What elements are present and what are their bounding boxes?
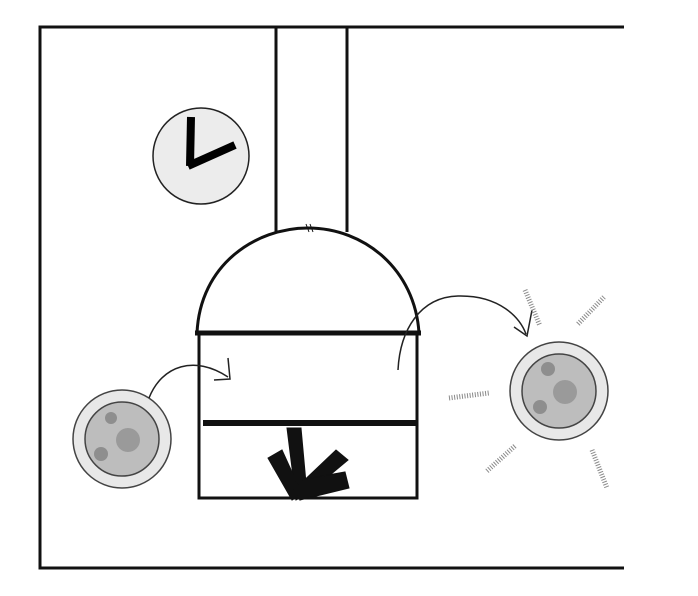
nucleus xyxy=(553,380,577,404)
output-arrow xyxy=(397,295,533,371)
fiber xyxy=(522,289,543,327)
granule xyxy=(94,447,108,461)
down-arrow-icon xyxy=(267,427,350,501)
granule xyxy=(533,400,547,414)
dome-seam-mark xyxy=(305,223,314,233)
granule xyxy=(105,412,117,424)
fiber xyxy=(576,294,607,326)
input-arrow xyxy=(148,357,231,399)
outer-frame xyxy=(38,25,624,570)
chamber-dome xyxy=(195,226,421,334)
nucleus xyxy=(116,428,140,452)
granule xyxy=(541,362,555,376)
fiber xyxy=(448,390,490,401)
fiber xyxy=(485,443,518,473)
fiber xyxy=(589,449,610,489)
chamber-body xyxy=(197,331,419,500)
clock-icon xyxy=(152,107,250,205)
released-fibers xyxy=(448,289,610,489)
feed-tube xyxy=(274,27,349,232)
input-cell xyxy=(72,389,172,489)
output-cell xyxy=(509,341,609,441)
